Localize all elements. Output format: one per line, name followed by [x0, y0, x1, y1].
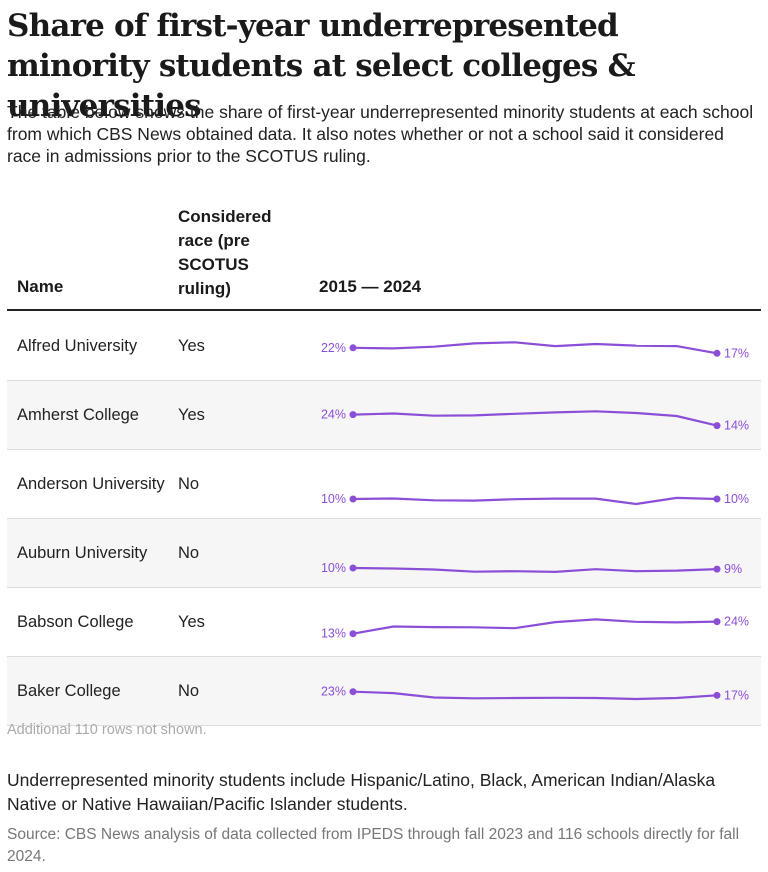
- trend-sparkline: 24% 14%: [321, 408, 749, 433]
- end-value-label: 17%: [724, 688, 749, 702]
- end-point: [713, 495, 721, 503]
- end-value-label: 14%: [724, 419, 749, 433]
- header-divider: [7, 309, 761, 311]
- end-point: [713, 691, 721, 699]
- table-row: Anderson University No 10% 10%: [7, 450, 761, 519]
- end-point: [713, 565, 721, 573]
- end-point: [713, 422, 721, 430]
- end-value-label: 10%: [724, 492, 749, 506]
- considered-race-value: Yes: [178, 612, 205, 631]
- trend-line: [352, 496, 718, 506]
- table-row: Babson College Yes 13% 24%: [7, 588, 761, 657]
- column-header-name: Name: [17, 277, 64, 296]
- school-name: Alfred University: [17, 337, 138, 355]
- column-header-trend: 2015 — 2024: [319, 277, 422, 296]
- table-row: Alfred University Yes 22% 17%: [7, 312, 761, 381]
- trend-sparkline: 13% 24%: [321, 615, 749, 641]
- footnote: Underrepresented minority students inclu…: [7, 770, 716, 814]
- start-value-label: 24%: [321, 408, 346, 422]
- trend-line: [352, 410, 718, 427]
- considered-race-value: No: [178, 474, 200, 493]
- school-name: Anderson University: [17, 475, 165, 493]
- table-row: Amherst College Yes 24% 14%: [7, 381, 761, 450]
- trend-line: [352, 690, 718, 701]
- start-point: [349, 564, 357, 572]
- trend-sparkline: 22% 17%: [321, 341, 749, 361]
- start-value-label: 10%: [321, 492, 346, 506]
- start-point: [349, 344, 357, 352]
- considered-race-value: Yes: [178, 336, 205, 355]
- chart-title: Share of first-year underrepresented min…: [7, 8, 636, 124]
- school-name: Baker College: [17, 682, 121, 700]
- trend-line: [352, 566, 718, 574]
- end-value-label: 9%: [724, 562, 742, 576]
- start-value-label: 22%: [321, 341, 346, 355]
- considered-race-value: No: [178, 543, 200, 562]
- end-point: [713, 349, 721, 357]
- start-point: [349, 630, 357, 638]
- start-value-label: 10%: [321, 561, 346, 575]
- school-name: Amherst College: [17, 406, 139, 424]
- chart-subtitle: The table below shows the share of first…: [7, 102, 754, 166]
- considered-race-value: No: [178, 681, 200, 700]
- rows-not-shown-note: Additional 110 rows not shown.: [7, 722, 207, 738]
- trend-sparkline: 10% 10%: [321, 492, 749, 506]
- trend-sparkline: 23% 17%: [321, 685, 749, 703]
- trend-line: [352, 618, 718, 635]
- start-point: [349, 411, 357, 419]
- table-row: Auburn University No 10% 9%: [7, 519, 761, 588]
- trend-line: [352, 341, 718, 355]
- school-name: Auburn University: [17, 544, 148, 562]
- start-value-label: 13%: [321, 627, 346, 641]
- start-point: [349, 495, 357, 503]
- end-value-label: 17%: [724, 346, 749, 360]
- end-value-label: 24%: [724, 615, 749, 629]
- start-value-label: 23%: [321, 685, 346, 699]
- column-header-considered-race: Considered race (pre SCOTUS ruling): [178, 207, 272, 298]
- considered-race-value: Yes: [178, 405, 205, 424]
- start-point: [349, 688, 357, 696]
- source-note: Source: CBS News analysis of data collec…: [7, 826, 740, 865]
- school-name: Babson College: [17, 613, 134, 631]
- table-row: Baker College No 23% 17%: [7, 657, 761, 726]
- trend-sparkline: 10% 9%: [321, 561, 742, 576]
- end-point: [713, 618, 721, 626]
